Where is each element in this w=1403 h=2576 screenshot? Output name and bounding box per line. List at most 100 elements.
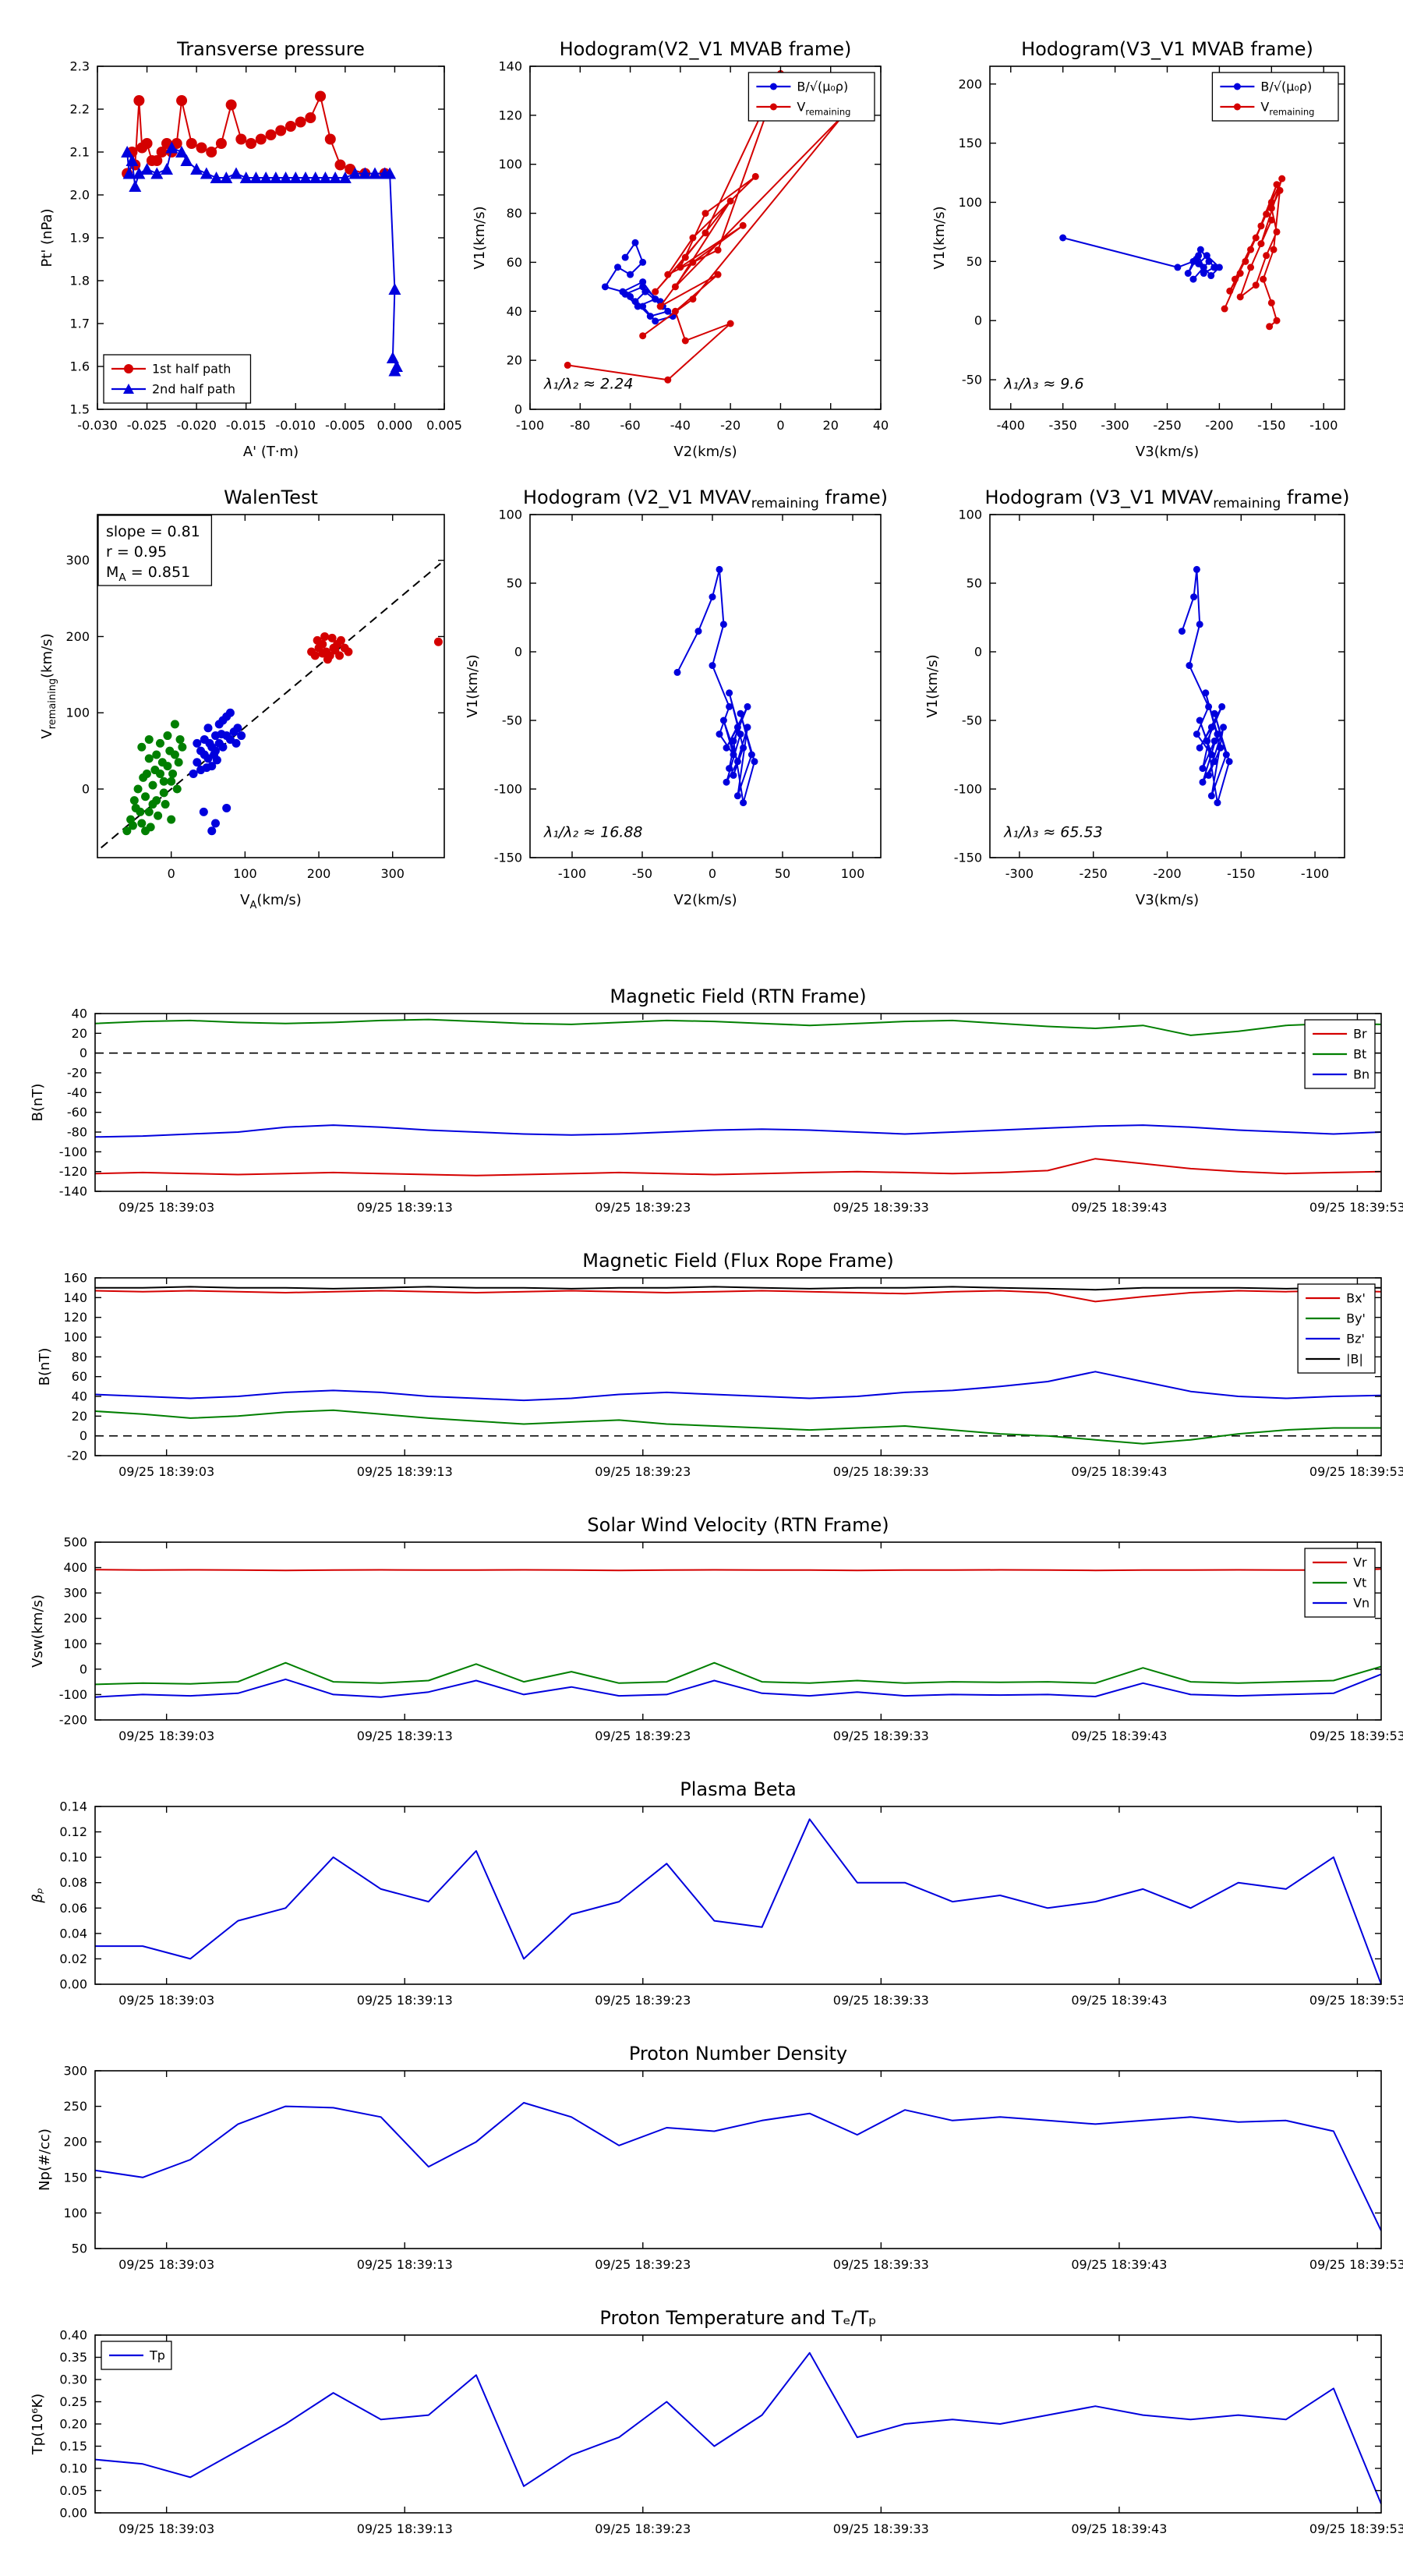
y-tick-label: 100 bbox=[958, 508, 982, 522]
y-tick-label: 0 bbox=[80, 1661, 87, 1676]
y-tick-label: -100 bbox=[59, 1145, 87, 1159]
y-tick-label: 0.25 bbox=[59, 2394, 87, 2409]
x-tick-label: 09/25 18:39:43 bbox=[1071, 2521, 1167, 2536]
y-tick-label: -40 bbox=[67, 1085, 87, 1100]
x-tick-label: 09/25 18:39:23 bbox=[595, 2257, 691, 2272]
legend-label: B/√(μ₀ρ) bbox=[797, 80, 848, 94]
x-tick-label: -80 bbox=[570, 418, 590, 433]
x-tick-label: 09/25 18:39:33 bbox=[833, 2257, 929, 2272]
x-tick-label: 09/25 18:39:33 bbox=[833, 1993, 929, 2008]
x-axis-label: A' (T·m) bbox=[243, 444, 299, 460]
y-tick-label: 0 bbox=[514, 645, 522, 660]
y-tick-label: 0.05 bbox=[59, 2483, 87, 2498]
x-tick-label: 09/25 18:39:13 bbox=[357, 2257, 453, 2272]
legend-label: Bt bbox=[1353, 1047, 1366, 1062]
legend-label: 1st half path bbox=[152, 362, 231, 377]
x-tick-label: -300 bbox=[1101, 418, 1129, 433]
x-tick-label: -0.030 bbox=[77, 418, 118, 433]
y-tick-label: -100 bbox=[59, 1687, 87, 1702]
y-tick-label: 120 bbox=[63, 1310, 87, 1325]
y-tick-label: 200 bbox=[63, 2135, 87, 2150]
y-axis-label: Np(#/cc) bbox=[37, 2128, 53, 2191]
x-tick-label: 09/25 18:39:33 bbox=[833, 1729, 929, 1743]
series-br bbox=[95, 1158, 1381, 1177]
x-tick-label: -150 bbox=[1257, 418, 1285, 433]
y-tick-label: -150 bbox=[954, 851, 982, 865]
y-tick-label: 0.30 bbox=[59, 2373, 87, 2387]
series-vn bbox=[95, 1673, 1381, 1698]
x-tick-label: 0 bbox=[709, 866, 716, 881]
y-tick-label: -20 bbox=[67, 1066, 87, 1081]
series-blue-points bbox=[189, 708, 246, 836]
y-tick-label: 0 bbox=[974, 645, 982, 660]
x-tick-label: -40 bbox=[670, 418, 691, 433]
y-tick-label: 150 bbox=[958, 136, 982, 150]
panel-title-walen-test: WalenTest bbox=[224, 487, 318, 508]
x-tick-label: 09/25 18:39:23 bbox=[595, 1729, 691, 1743]
y-tick-label: 2.1 bbox=[70, 145, 90, 160]
y-tick-label: 0.20 bbox=[59, 2417, 87, 2432]
x-tick-label: -100 bbox=[516, 418, 544, 433]
x-tick-label: 09/25 18:39:13 bbox=[357, 1729, 453, 1743]
panel-title-hodogram-v2v1-mvab: Hodogram(V2_V1 MVAB frame) bbox=[560, 38, 852, 60]
annotation-label: λ₁/λ₃ ≈ 9.6 bbox=[1003, 376, 1083, 393]
legend-label: Vr bbox=[1353, 1555, 1367, 1570]
y-tick-label: 140 bbox=[63, 1290, 87, 1305]
stats-line: slope = 0.81 bbox=[106, 523, 200, 540]
x-tick-label: 09/25 18:39:13 bbox=[357, 2521, 453, 2536]
series-red-points bbox=[307, 632, 443, 664]
x-tick-label: 09/25 18:39:23 bbox=[595, 1993, 691, 2008]
x-tick-label: 09/25 18:39:33 bbox=[833, 1200, 929, 1215]
y-tick-label: -140 bbox=[59, 1184, 87, 1199]
x-tick-label: 09/25 18:39:13 bbox=[357, 1200, 453, 1215]
y-axis-label: V1(km/s) bbox=[924, 654, 941, 717]
panel-hodogram-v3v1-mvab: -400 -350 -300 -250 -200 -150 -100 -50 0 50 100 150… bbox=[931, 38, 1345, 460]
y-tick-label: 50 bbox=[507, 576, 522, 591]
legend-label: Bn bbox=[1353, 1067, 1369, 1082]
panel-magnetic-field-rtn: 09/25 18:39:03 09/25 18:39:13 09/25 18:39:… bbox=[30, 985, 1403, 1215]
x-tick-label: 09/25 18:39:43 bbox=[1071, 1993, 1167, 2008]
x-tick-label: -300 bbox=[1005, 866, 1034, 881]
y-tick-label: 0.12 bbox=[59, 1824, 87, 1839]
legend-label: Bz' bbox=[1346, 1332, 1365, 1346]
y-tick-label: 140 bbox=[498, 59, 522, 74]
x-tick-label: -0.020 bbox=[176, 418, 217, 433]
y-tick-label: 60 bbox=[507, 255, 522, 270]
x-tick-label: 0.000 bbox=[377, 418, 413, 433]
x-tick-label: 09/25 18:39:23 bbox=[595, 2521, 691, 2536]
x-tick-label: 09/25 18:39:03 bbox=[118, 2521, 214, 2536]
legend: B/√(μ₀ρ) Vremaining bbox=[747, 72, 875, 122]
series-v-remaining bbox=[1221, 175, 1286, 331]
panel-title-plasma-beta: Plasma Beta bbox=[680, 1778, 796, 1800]
y-tick-label: 80 bbox=[72, 1350, 87, 1364]
y-tick-label: 100 bbox=[63, 1330, 87, 1345]
y-axis-label: V1(km/s) bbox=[465, 654, 481, 717]
panel-transverse-pressure: -0.030 -0.025 -0.020 -0.015 -0.010 -0.005 0.00… bbox=[39, 38, 462, 460]
y-tick-label: 100 bbox=[63, 1637, 87, 1651]
y-tick-label: -20 bbox=[67, 1449, 87, 1463]
panel-magnetic-field-flux-rope: 09/25 18:39:03 09/25 18:39:13 09/25 18:39:… bbox=[37, 1250, 1403, 1479]
x-tick-label: -350 bbox=[1049, 418, 1077, 433]
series-bx- bbox=[95, 1290, 1381, 1303]
series-vt bbox=[95, 1661, 1381, 1686]
series-by- bbox=[95, 1409, 1381, 1445]
y-tick-label: -50 bbox=[962, 713, 982, 728]
y-axis-label: V1(km/s) bbox=[472, 206, 488, 269]
x-axis-label: V2(km/s) bbox=[673, 444, 737, 460]
x-tick-label: 50 bbox=[775, 866, 790, 881]
y-tick-label: 50 bbox=[967, 254, 982, 269]
series-b-alfven bbox=[601, 239, 677, 325]
panel-title-proton-temperature: Proton Temperature and Tₑ/Tₚ bbox=[599, 2307, 876, 2329]
y-tick-label: 1.6 bbox=[70, 359, 90, 374]
y-tick-label: -120 bbox=[59, 1164, 87, 1179]
y-tick-label: -100 bbox=[954, 782, 982, 797]
x-tick-label: 09/25 18:39:53 bbox=[1309, 1464, 1403, 1479]
x-axis-label: V3(km/s) bbox=[1136, 444, 1199, 460]
y-tick-label: 160 bbox=[63, 1271, 87, 1286]
y-tick-label: 500 bbox=[63, 1535, 87, 1550]
x-tick-label: 09/25 18:39:53 bbox=[1309, 2521, 1403, 2536]
y-tick-label: 100 bbox=[65, 706, 90, 720]
y-axis-label: V1(km/s) bbox=[931, 206, 948, 269]
series--b- bbox=[95, 1286, 1381, 1291]
